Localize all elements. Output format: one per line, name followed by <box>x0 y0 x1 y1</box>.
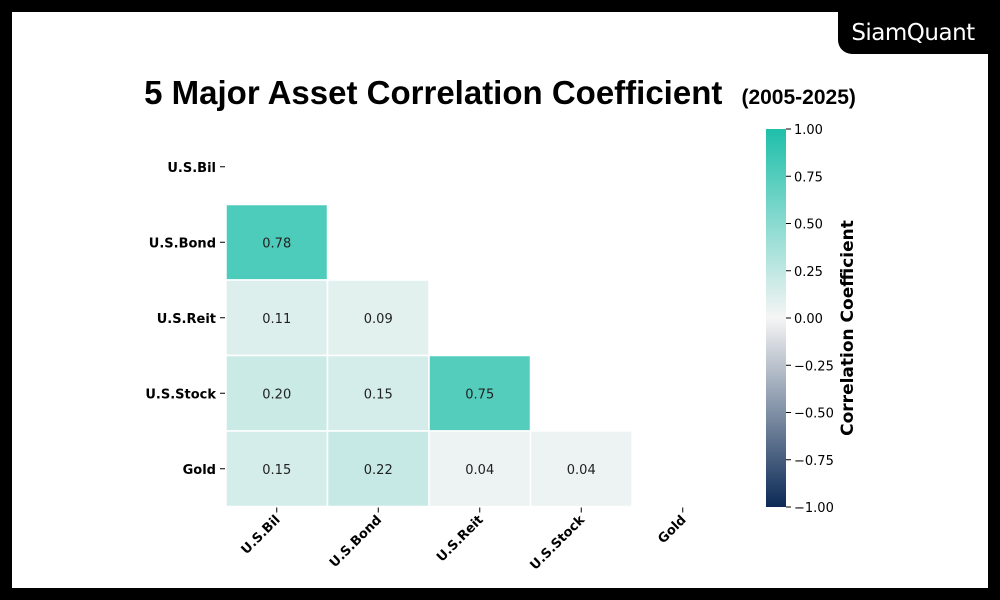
colorbar-tick-label-3: 0.25 <box>794 265 823 280</box>
colorbar-title-text: Correlation Coefficient <box>838 220 858 436</box>
heatmap-cell-label-3-0: 0.20 <box>262 387 291 402</box>
figure-frame: SiamQuant 5 Major Asset Correlation Coef… <box>12 12 988 588</box>
heatmap-cell-label-4-1: 0.22 <box>364 463 393 478</box>
heatmap-cell-label-2-0: 0.11 <box>262 312 291 327</box>
colorbar-tick-label-8: −1.00 <box>794 501 834 516</box>
heatmap-cell-label-4-3: 0.04 <box>567 463 596 478</box>
x-tick-label-3: U.S.Stock <box>528 512 589 573</box>
colorbar-tick-label-4: 0.00 <box>794 312 823 327</box>
chart-title: 5 Major Asset Correlation Coefficient (2… <box>12 74 988 112</box>
y-tick-label-1: U.S.Bond <box>149 236 216 251</box>
heatmap-cell-2-1 <box>326 279 430 357</box>
x-tick-label-2: U.S.Reit <box>434 513 487 566</box>
colorbar-tick-label-7: −0.75 <box>794 454 834 469</box>
heatmap-cell-label-1-0: 0.78 <box>262 236 291 251</box>
heatmap-cell-3-0 <box>225 354 329 432</box>
y-tick-label-4: Gold <box>183 463 216 478</box>
correlation-heatmap: 0.78 0.11 0.09 0.20 0.15 0.75 0.15 0.22 0.04 0.04… <box>145 123 834 573</box>
x-tick-label-0: U.S.Bil <box>239 513 284 558</box>
y-tick-label-0: U.S.Bil <box>167 161 216 176</box>
colorbar-tick-label-1: 0.75 <box>794 170 823 185</box>
heatmap-cell-label-2-1: 0.09 <box>364 312 393 327</box>
colorbar-tick-label-2: 0.50 <box>794 218 823 233</box>
brand-logo: SiamQuant <box>838 12 988 54</box>
chart-title-main: 5 Major Asset Correlation Coefficient <box>144 74 723 111</box>
heatmap-cell-label-4-2: 0.04 <box>465 463 494 478</box>
colorbar-tick-label-5: −0.25 <box>794 359 834 374</box>
heatmap-cell-label-3-1: 0.15 <box>364 387 393 402</box>
colorbar-tick-label-6: −0.50 <box>794 407 834 422</box>
heatmap-cell-1-0 <box>225 203 329 281</box>
colorbar-gradient <box>766 129 786 507</box>
y-tick-label-3: U.S.Stock <box>145 387 216 402</box>
heatmap-cell-4-2 <box>428 430 532 508</box>
x-tick-label-1: U.S.Bond <box>327 513 385 571</box>
colorbar-tick-label-0: 1.00 <box>794 123 823 138</box>
chart-title-period: (2005-2025) <box>741 86 856 109</box>
y-tick-label-2: U.S.Reit <box>157 312 216 327</box>
x-tick-label-4: Gold <box>655 513 689 547</box>
heatmap-cell-label-4-0: 0.15 <box>262 463 291 478</box>
heatmap-cell-label-3-2: 0.75 <box>465 387 494 402</box>
heatmap-cell-4-0 <box>225 430 329 508</box>
heatmap-cell-4-3 <box>529 430 633 508</box>
